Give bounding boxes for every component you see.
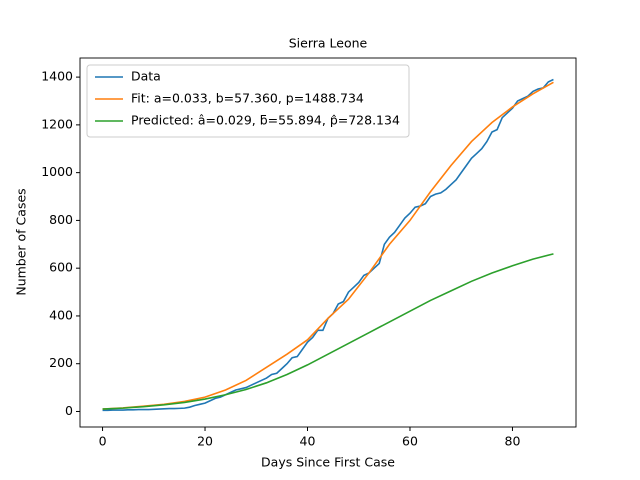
legend-label: Predicted: â=0.029, ƃ=55.894, p̂=728.134 bbox=[131, 113, 400, 128]
x-axis-label: Days Since First Case bbox=[261, 455, 395, 470]
x-tick-label: 40 bbox=[300, 434, 316, 449]
x-tick-label: 20 bbox=[197, 434, 213, 449]
legend: Data Fit: a=0.033, b=57.360, p=1488.734 Pr… bbox=[86, 64, 410, 138]
y-tick-label: 400 bbox=[49, 307, 73, 322]
x-tick-label: 80 bbox=[505, 434, 521, 449]
chart-title: Sierra Leone bbox=[289, 36, 368, 51]
legend-label: Fit: a=0.033, b=57.360, p=1488.734 bbox=[131, 91, 364, 106]
legend-label: Data bbox=[131, 69, 161, 84]
y-tick-label: 800 bbox=[49, 212, 73, 227]
data-line bbox=[102, 253, 554, 410]
y-tick-label: 1200 bbox=[41, 116, 73, 131]
y-axis-label: Number of Cases bbox=[14, 188, 29, 295]
y-tick-label: 1400 bbox=[41, 69, 73, 84]
y-tick-label: 1000 bbox=[41, 164, 73, 179]
x-tick-label: 60 bbox=[402, 434, 418, 449]
plot-frame bbox=[79, 57, 577, 428]
y-tick-label: 0 bbox=[65, 403, 73, 418]
legend-box bbox=[86, 64, 410, 138]
y-tick-label: 600 bbox=[49, 260, 73, 275]
x-tick-label: 0 bbox=[99, 434, 107, 449]
y-tick-label: 200 bbox=[49, 355, 73, 370]
